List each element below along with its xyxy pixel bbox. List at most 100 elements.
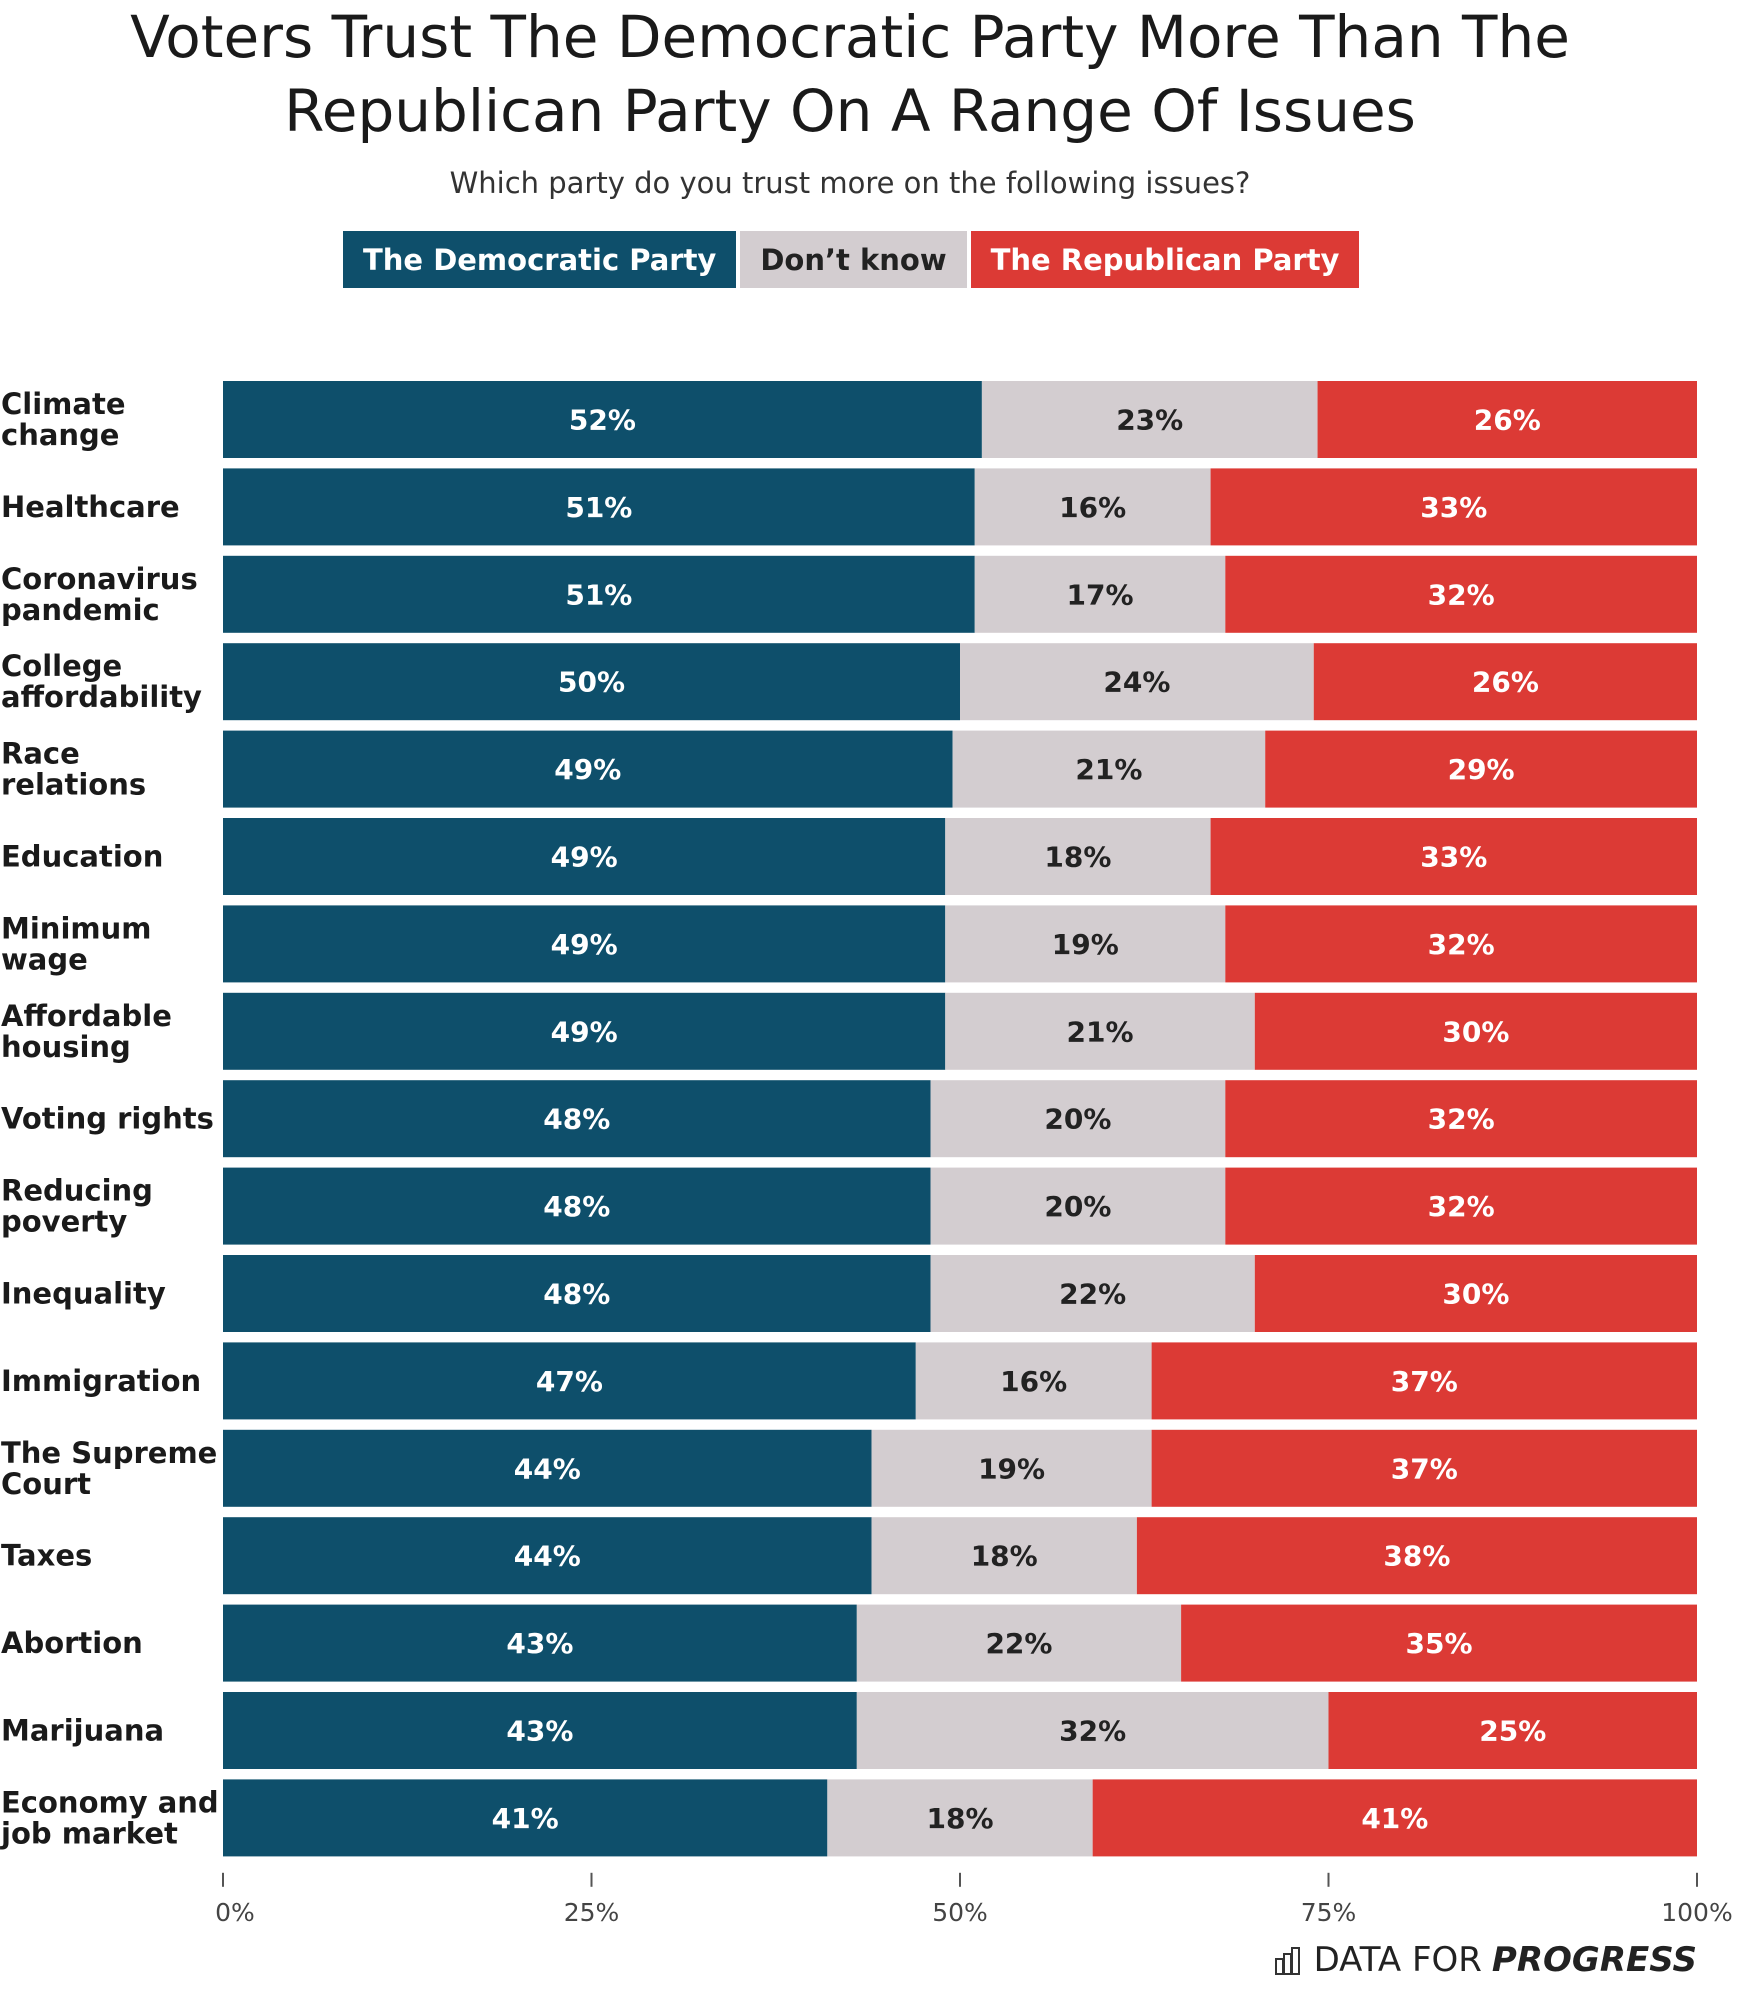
data-label: 32%	[1428, 578, 1495, 611]
data-label: 16%	[1059, 491, 1126, 524]
bar-segment-republican	[1136, 1517, 1697, 1595]
data-label: 38%	[1383, 1540, 1450, 1573]
bar-segment-democratic	[223, 468, 975, 546]
category-label: Race relations	[1, 737, 146, 802]
bar-segment-dont-know	[856, 1692, 1329, 1769]
bar-segment-dont-know	[974, 555, 1226, 633]
data-label: 44%	[514, 1540, 581, 1573]
bar-segment-republican	[1317, 381, 1697, 458]
bar-segment-dont-know	[827, 1779, 1093, 1857]
bar-segment-dont-know	[871, 1429, 1152, 1507]
data-label: 19%	[1052, 928, 1119, 961]
bar-segment-dont-know	[952, 730, 1266, 808]
data-label: 32%	[1428, 928, 1495, 961]
data-label: 43%	[506, 1715, 573, 1748]
bar-segment-democratic	[223, 1342, 916, 1420]
data-label: 32%	[1059, 1715, 1126, 1748]
data-label: 32%	[1428, 1103, 1495, 1136]
bar-segment-democratic	[223, 905, 946, 983]
data-label: 20%	[1044, 1190, 1111, 1223]
data-label: 33%	[1420, 491, 1487, 524]
bar-segment-democratic	[223, 1517, 872, 1595]
bar-segment-republican	[1210, 468, 1697, 546]
category-label: Abortion	[1, 1626, 143, 1660]
bar-segment-republican	[1092, 1779, 1697, 1857]
data-label: 49%	[551, 1015, 618, 1048]
bar-segment-republican	[1254, 1255, 1697, 1332]
bar-segment-dont-know	[945, 818, 1211, 895]
bar-segment-republican	[1225, 1167, 1697, 1245]
bar-segment-republican	[1210, 818, 1697, 895]
data-label: 48%	[543, 1278, 610, 1311]
bar-segment-republican	[1265, 730, 1697, 808]
bar-segment-republican	[1181, 1604, 1697, 1682]
x-tick-label: 100%	[1661, 1898, 1732, 1927]
bar-segment-republican	[1225, 1080, 1697, 1158]
data-label: 51%	[565, 491, 632, 524]
category-label: Minimum wage	[1, 911, 151, 976]
category-label: College affordability	[1, 649, 202, 714]
bar-segment-dont-know	[930, 1080, 1226, 1158]
data-label: 20%	[1044, 1103, 1111, 1136]
category-label: Reducing poverty	[1, 1174, 153, 1239]
bar-segment-democratic	[223, 555, 975, 633]
data-label: 35%	[1406, 1627, 1473, 1660]
data-label: 49%	[554, 753, 621, 786]
data-label: 23%	[1116, 404, 1183, 437]
x-tick-label: 75%	[1301, 1898, 1357, 1927]
bar-segment-dont-know	[930, 1167, 1226, 1245]
data-label: 18%	[1044, 841, 1111, 874]
logo-text-bold: PROGRESS	[1491, 1940, 1697, 1980]
data-for-progress-logo: DATA FOR PROGRESS	[1274, 1940, 1697, 1980]
bar-segment-republican	[1313, 643, 1697, 721]
bar-segment-democratic	[223, 1429, 872, 1507]
bar-segment-republican	[1225, 555, 1697, 633]
data-label: 52%	[569, 404, 636, 437]
data-label: 44%	[514, 1452, 581, 1485]
data-label: 21%	[1067, 1015, 1134, 1048]
data-label: 26%	[1474, 404, 1541, 437]
category-label: Education	[1, 840, 163, 874]
bar-segment-republican	[1225, 905, 1697, 983]
data-label: 22%	[1059, 1278, 1126, 1311]
data-label: 43%	[506, 1627, 573, 1660]
bar-segment-democratic	[223, 730, 953, 808]
data-label: 16%	[1000, 1365, 1067, 1398]
bar-chart-logo-icon	[1274, 1947, 1300, 1975]
data-label: 48%	[543, 1103, 610, 1136]
chart-title: Voters Trust The Democratic Party More T…	[130, 3, 1570, 145]
data-label: 49%	[551, 841, 618, 874]
data-label: 48%	[543, 1190, 610, 1223]
bar-segment-dont-know	[974, 468, 1211, 546]
data-label: 29%	[1448, 753, 1515, 786]
data-label: 32%	[1428, 1190, 1495, 1223]
bar-segment-dont-know	[960, 643, 1314, 721]
x-tick-label: 0%	[215, 1898, 255, 1927]
bar-segment-dont-know	[945, 992, 1255, 1070]
bar-segment-democratic	[223, 1604, 857, 1682]
chart-subtitle: Which party do you trust more on the fol…	[449, 166, 1251, 200]
bar-segment-democratic	[223, 381, 982, 458]
bar-segment-democratic	[223, 1167, 931, 1245]
bar-segment-republican	[1151, 1342, 1697, 1420]
legend-democratic: The Democratic Party	[343, 231, 737, 288]
bar-segment-dont-know	[930, 1255, 1255, 1332]
category-label: Marijuana	[1, 1714, 164, 1748]
data-label: 41%	[1361, 1802, 1428, 1835]
bar-segment-republican	[1328, 1692, 1697, 1769]
bar-segment-democratic	[223, 1080, 931, 1158]
bar-segment-democratic	[223, 1692, 857, 1769]
bar-segment-dont-know	[856, 1604, 1182, 1682]
category-label: Climate change	[1, 387, 125, 452]
data-label: 30%	[1442, 1015, 1509, 1048]
bar-segment-republican	[1254, 992, 1697, 1070]
category-label: Economy and job market	[0, 1785, 219, 1850]
data-label: 22%	[985, 1627, 1052, 1660]
x-tick-label: 50%	[932, 1898, 988, 1927]
category-label: Healthcare	[1, 490, 180, 524]
data-label: 51%	[565, 578, 632, 611]
data-label: 37%	[1391, 1452, 1458, 1485]
category-label: Voting rights	[1, 1102, 214, 1136]
bar-segment-republican	[1151, 1429, 1697, 1507]
stacked-bar-chart: Climate change 52% 23% 26% Healthcare 51% 16% 33…	[0, 381, 1733, 1927]
